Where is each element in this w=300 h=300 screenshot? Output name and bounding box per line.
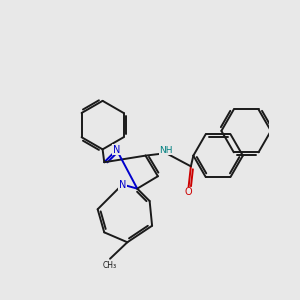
Text: NH: NH	[159, 146, 173, 155]
Text: N: N	[119, 179, 126, 190]
Text: CH₃: CH₃	[103, 261, 117, 270]
Text: O: O	[184, 187, 192, 197]
Text: N: N	[113, 145, 120, 155]
